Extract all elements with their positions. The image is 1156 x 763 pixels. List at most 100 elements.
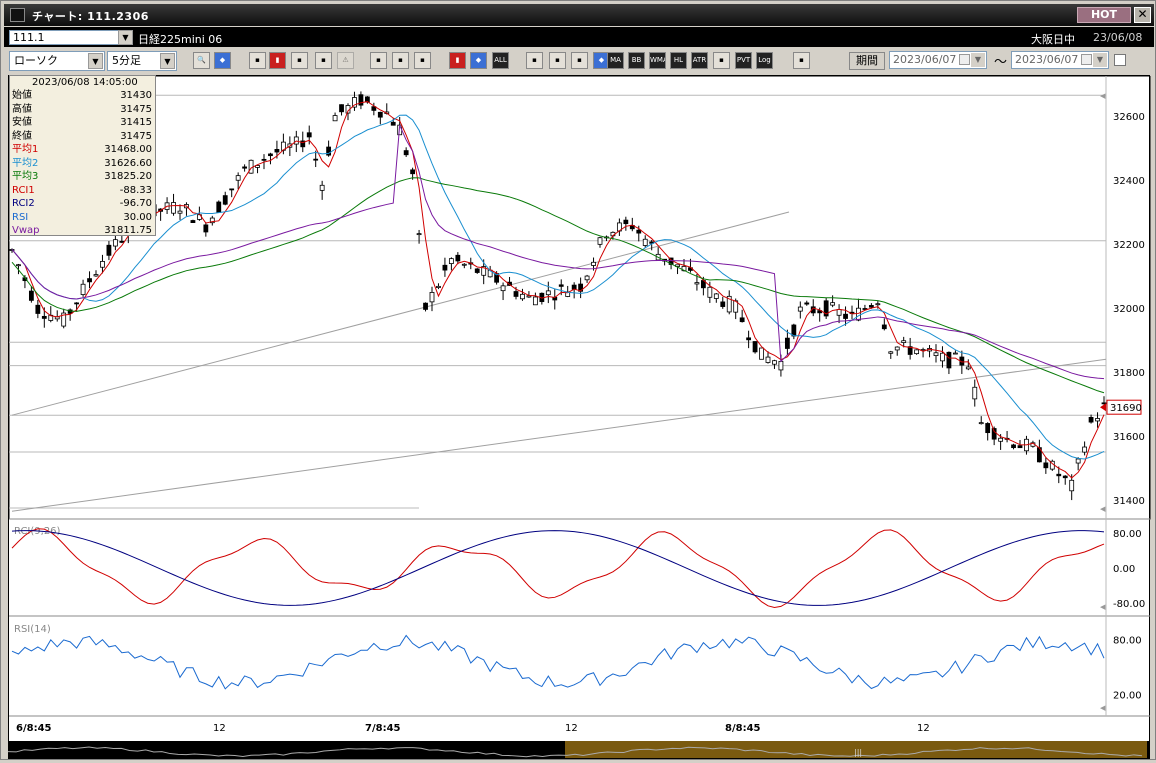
volume-icon[interactable]: ▪ [713, 52, 730, 69]
pvt-icon[interactable]: PVT [735, 52, 752, 69]
warning-icon[interactable]: ⚠ [337, 52, 354, 69]
candle-body [448, 258, 454, 264]
date-from-input[interactable]: 2023/06/07 ▼ [889, 51, 987, 69]
candle-body [759, 347, 764, 360]
trend-line [11, 358, 1107, 512]
scroll-grip-icon[interactable]: ||| [854, 748, 862, 757]
crosshair-icon[interactable]: ◆ [214, 52, 231, 69]
candle-body [1017, 445, 1023, 449]
chart-canvas[interactable]: 32600 32400 32200 32000 31800 31600 31400 31690… [8, 75, 1151, 760]
chevron-down-icon[interactable]: ▼ [971, 53, 985, 67]
trend-line [11, 211, 790, 416]
candle-body [784, 337, 790, 349]
candle-body [940, 352, 945, 362]
candle-body [216, 201, 222, 213]
compare-icon[interactable]: ▪ [315, 52, 332, 69]
range-checkbox[interactable] [1114, 54, 1126, 66]
timeframe-select[interactable]: 5分足 ▼ [107, 51, 177, 71]
ma-icon[interactable]: MA [607, 52, 624, 69]
all-icon[interactable]: ALL [492, 52, 509, 69]
draw-line-icon[interactable]: ▪ [370, 52, 387, 69]
candle-body [442, 264, 448, 271]
candle-body [726, 295, 732, 313]
candle-body [177, 210, 183, 214]
dot-candle-icon[interactable]: ◆ [470, 52, 487, 69]
candle-body [520, 293, 525, 300]
time-tick: 12 [213, 723, 226, 734]
chevron-down-icon[interactable]: ▼ [1093, 53, 1107, 67]
grid-icon[interactable]: ▪ [291, 52, 308, 69]
settings-icon[interactable]: ▪ [526, 52, 543, 69]
candle-body [965, 366, 971, 370]
horizontal-scrollbar[interactable]: ||| [7, 741, 1150, 759]
info-value: 31475 [120, 103, 152, 115]
chart-type-select[interactable]: ローソク ▼ [9, 51, 105, 71]
price-tick: 32200 [1113, 240, 1145, 251]
candle-body [720, 301, 726, 307]
candle-body [558, 284, 564, 287]
candle-body [87, 278, 92, 283]
info-row: RCI1 -88.33 [10, 184, 155, 197]
candle-body [222, 195, 228, 205]
export-icon[interactable]: ▪ [793, 52, 810, 69]
chevron-down-icon: ▼ [160, 53, 175, 69]
period-button[interactable]: 期間 [849, 52, 885, 70]
date-from-value: 2023/06/07 [893, 53, 957, 66]
symbol-dropdown[interactable]: ▼ [118, 30, 133, 45]
color-icon[interactable]: ▪ [571, 52, 588, 69]
candle-body [255, 165, 260, 168]
candle-body [642, 238, 648, 246]
info-value: 31811.75 [104, 225, 152, 236]
candle-body [875, 303, 881, 306]
candle-body [843, 313, 848, 319]
scroll-arrow-icon: ◀ [1100, 704, 1106, 712]
info-row: 始値 31430 [10, 89, 155, 102]
wma-icon[interactable]: WMA [649, 52, 666, 69]
info-row: 平均1 31468.00 [10, 143, 155, 156]
candle-body [319, 184, 325, 191]
info-row: 終値 31475 [10, 130, 155, 143]
info-value: 31430 [120, 90, 152, 101]
candle-body [584, 275, 590, 281]
search-chart-icon[interactable]: ▮ [269, 52, 286, 69]
drag-icon[interactable]: ▪ [249, 52, 266, 69]
candle-body [261, 158, 267, 161]
calendar-icon[interactable] [959, 54, 970, 65]
atr-icon[interactable]: ATR [691, 52, 708, 69]
candle-body [500, 285, 506, 292]
undo-icon[interactable]: ▪ [414, 52, 431, 69]
cursor-icon[interactable]: ▪ [392, 52, 409, 69]
scroll-thumb[interactable] [565, 741, 1147, 758]
candle-body [1056, 473, 1062, 477]
candle-icon[interactable]: ▮ [449, 52, 466, 69]
hot-button[interactable]: HOT [1077, 7, 1131, 23]
symbol-input[interactable]: 111.1 [9, 30, 133, 45]
scroll-minimap[interactable]: ||| [7, 741, 1150, 759]
candle-body [868, 305, 874, 308]
calendar-icon[interactable] [1081, 54, 1092, 65]
log-icon[interactable]: Log [756, 52, 773, 69]
candle-body [713, 293, 719, 299]
info-value: 31415 [120, 117, 152, 128]
date-to-input[interactable]: 2023/06/07 ▼ [1011, 51, 1109, 69]
candle-body [591, 261, 596, 266]
chart-area[interactable]: 32600 32400 32200 32000 31800 31600 31400 31690… [8, 75, 1151, 760]
zoom-icon[interactable]: 🔍 [193, 52, 210, 69]
market-label: 大阪日中 [1031, 33, 1075, 46]
candle-body [474, 268, 480, 273]
close-button[interactable]: ✕ [1134, 7, 1151, 23]
candle-body [326, 146, 332, 156]
info-key: 安値 [12, 117, 32, 128]
bb-icon[interactable]: BB [628, 52, 645, 69]
candle-body [229, 188, 235, 191]
price-tick: 31600 [1113, 432, 1145, 443]
candle-body [119, 240, 125, 243]
info-value: 31468.00 [104, 144, 152, 155]
brush-icon[interactable]: ▪ [549, 52, 566, 69]
candle-body [235, 175, 241, 181]
candle-body [985, 423, 991, 434]
info-row: RSI 30.00 [10, 211, 155, 224]
candle-body [371, 106, 377, 111]
hl-icon[interactable]: HL [670, 52, 687, 69]
rci-label: RCI(9,26) [14, 526, 61, 537]
